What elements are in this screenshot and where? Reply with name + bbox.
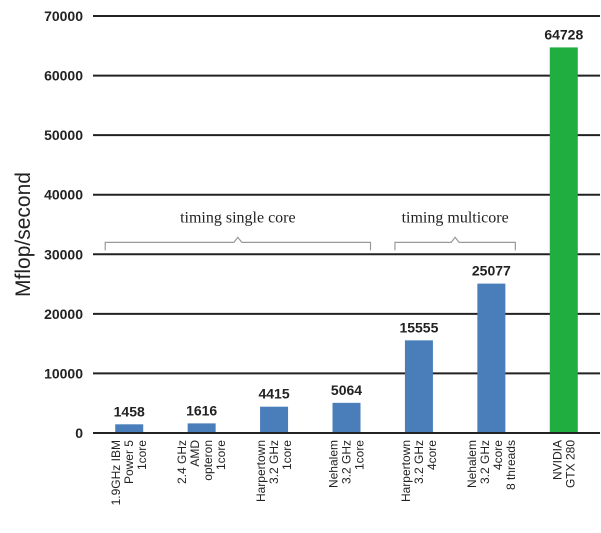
- bar: [187, 423, 216, 433]
- x-tick-label: NVIDIA GTX 280: [550, 440, 577, 488]
- x-tick-label-line: Power 5: [122, 440, 136, 484]
- annotation-label: timing multicore: [402, 209, 509, 226]
- y-tick-label: 70000: [44, 8, 83, 24]
- bar: [332, 402, 361, 433]
- y-tick-label: 40000: [44, 187, 83, 203]
- data-label: 64728: [544, 26, 583, 42]
- bracket-line: [104, 236, 372, 251]
- y-tick-label: 60000: [44, 68, 83, 84]
- x-tick-label-line: GTX 280: [563, 440, 577, 488]
- data-labels: 1458 1616 4415 5064 15555 25077 64728: [114, 26, 584, 419]
- x-tick-label-line: 8 threads: [504, 440, 518, 490]
- x-tick-label-line: 3.2 GHz: [478, 440, 492, 484]
- y-tick-label: 0: [75, 425, 83, 441]
- x-tick-label-line: Harpertown: [399, 440, 413, 502]
- x-tick-label-line: 1.9GHz IBM: [109, 440, 123, 505]
- x-tick-label-line: 2.4 GHz: [175, 440, 189, 484]
- x-tick-label: Nehalem 3.2 GHz 1core: [327, 440, 367, 488]
- y-tick-label: 30000: [44, 246, 83, 262]
- x-tick-label-line: 3.2 GHz: [267, 440, 281, 484]
- y-tick-label: 50000: [44, 127, 83, 143]
- x-tick-label-line: opteron: [201, 440, 215, 481]
- data-label: 25077: [472, 263, 511, 279]
- x-tick-label-line: 1core: [280, 440, 294, 470]
- x-tick-label: Harpertown 3.2 GHz 4core: [399, 440, 439, 502]
- x-tick-label-line: AMD: [188, 440, 202, 467]
- bar: [477, 283, 506, 433]
- bracket-line: [394, 236, 516, 251]
- x-tick-label-line: 1core: [214, 440, 228, 470]
- x-tick-label-line: Harpertown: [254, 440, 268, 502]
- bars: [115, 47, 578, 433]
- x-tick-label-line: NVIDIA: [550, 440, 564, 480]
- x-tick-label: Harpertown 3.2 GHz 1core: [254, 440, 294, 502]
- bar: [404, 340, 433, 433]
- bracket-annotation: timing multicore: [394, 209, 516, 251]
- bar: [549, 47, 578, 433]
- x-tick-label: 2.4 GHz AMD opteron 1core: [175, 440, 228, 484]
- annotation-label: timing single core: [180, 209, 296, 226]
- data-label: 15555: [399, 319, 438, 335]
- data-label: 5064: [331, 382, 362, 398]
- x-tick-label-line: 1core: [135, 440, 149, 470]
- y-tick-label: 20000: [44, 306, 83, 322]
- y-axis-ticks: 0 10000 20000 30000 40000 50000 60000 70000: [44, 8, 83, 441]
- x-tick-label-line: 3.2 GHz: [412, 440, 426, 484]
- data-label: 1616: [186, 402, 217, 418]
- bar: [115, 424, 144, 433]
- x-tick-label-line: 4core: [425, 440, 439, 470]
- y-axis-label: Mflop/second: [12, 172, 35, 297]
- y-tick-label: 10000: [44, 365, 83, 381]
- x-tick-label-line: 4core: [491, 440, 505, 470]
- data-label: 1458: [114, 403, 145, 419]
- bracket-annotation: timing single core: [104, 209, 372, 251]
- x-tick-label-line: Nehalem: [465, 440, 479, 488]
- x-tick-label-line: 1core: [353, 440, 367, 470]
- x-tick-label-line: Nehalem: [327, 440, 341, 488]
- data-label: 4415: [258, 386, 289, 402]
- gridlines: [93, 15, 600, 375]
- annotations: timing single core timing multicore: [104, 209, 516, 251]
- x-tick-label-line: 3.2 GHz: [340, 440, 354, 484]
- bar: [260, 406, 289, 433]
